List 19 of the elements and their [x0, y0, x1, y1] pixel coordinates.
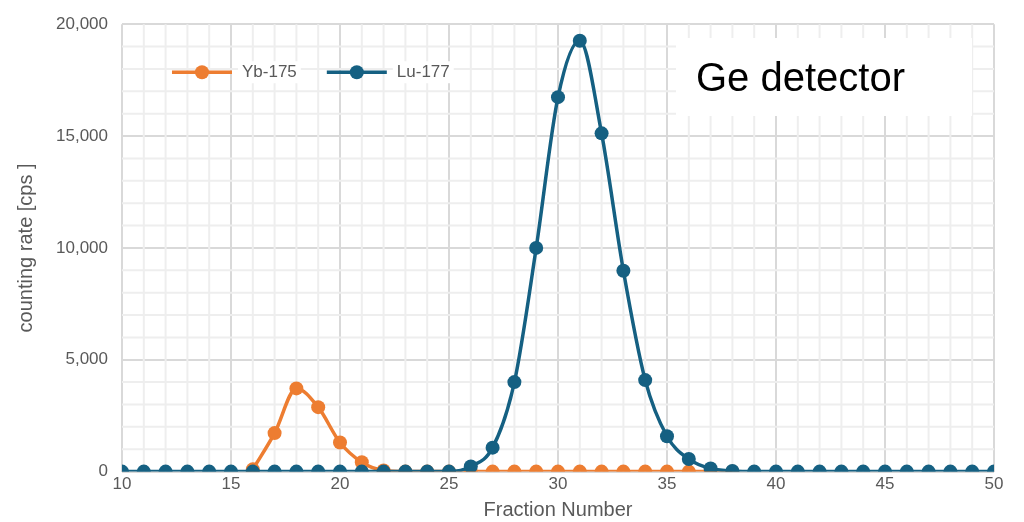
x-tick-label: 45	[875, 474, 895, 494]
y-tick-label: 20,000	[56, 13, 108, 33]
annotation: Ge detector	[676, 38, 972, 116]
x-tick-label: 35	[657, 474, 677, 494]
y-tick-label: 0	[98, 461, 108, 481]
x-tick-label: 30	[548, 474, 568, 494]
y-tick-label: 10,000	[56, 237, 108, 257]
legend-label: Yb-175	[242, 61, 297, 81]
y-tick-label: 15,000	[56, 125, 108, 145]
x-axis-title: Fraction Number	[483, 497, 633, 520]
x-tick-label: 40	[766, 474, 786, 494]
y-axis-title: counting rate [cps ]	[13, 163, 36, 333]
x-tick-label: 10	[112, 474, 132, 494]
legend-label: Lu-177	[396, 61, 450, 81]
x-tick-label: 25	[439, 474, 459, 494]
y-tick-label: 5,000	[65, 349, 108, 369]
x-tick-label: 20	[330, 474, 350, 494]
x-tick-label: 15	[221, 474, 241, 494]
x-tick-label: 50	[984, 474, 1004, 494]
